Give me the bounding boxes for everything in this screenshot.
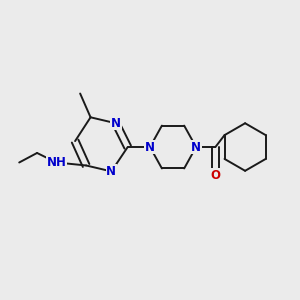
Text: N: N xyxy=(106,165,116,178)
Text: N: N xyxy=(191,140,201,154)
Text: O: O xyxy=(210,169,220,182)
Text: NH: NH xyxy=(46,156,66,169)
Text: N: N xyxy=(145,140,155,154)
Text: N: N xyxy=(111,117,121,130)
